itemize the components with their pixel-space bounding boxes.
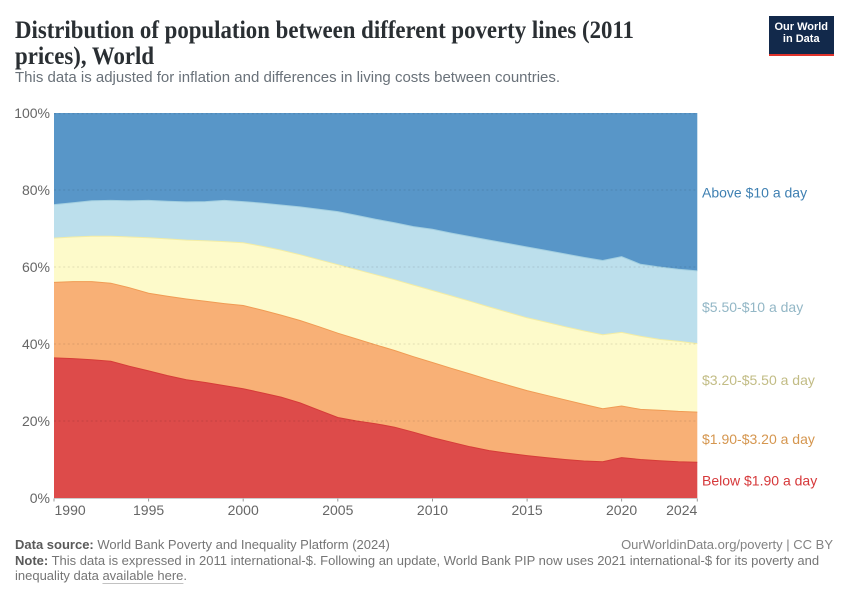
svg-text:2010: 2010 bbox=[417, 502, 448, 518]
svg-text:0%: 0% bbox=[30, 490, 50, 506]
svg-text:2024: 2024 bbox=[666, 502, 697, 518]
svg-text:$5.50-$10 a day: $5.50-$10 a day bbox=[702, 299, 803, 315]
svg-text:1995: 1995 bbox=[133, 502, 164, 518]
svg-text:100%: 100% bbox=[14, 105, 50, 121]
svg-text:$3.20-$5.50 a day: $3.20-$5.50 a day bbox=[702, 372, 815, 388]
svg-text:$1.90-$3.20 a day: $1.90-$3.20 a day bbox=[702, 431, 815, 447]
svg-text:1990: 1990 bbox=[55, 502, 86, 518]
svg-text:Below $1.90 a day: Below $1.90 a day bbox=[702, 473, 817, 489]
svg-text:Above $10 a day: Above $10 a day bbox=[702, 185, 807, 201]
svg-text:2020: 2020 bbox=[606, 502, 637, 518]
svg-text:60%: 60% bbox=[22, 259, 50, 275]
svg-text:2005: 2005 bbox=[322, 502, 353, 518]
svg-text:2000: 2000 bbox=[228, 502, 259, 518]
svg-text:40%: 40% bbox=[22, 336, 50, 352]
svg-text:2015: 2015 bbox=[512, 502, 543, 518]
svg-text:20%: 20% bbox=[22, 413, 50, 429]
svg-text:80%: 80% bbox=[22, 182, 50, 198]
